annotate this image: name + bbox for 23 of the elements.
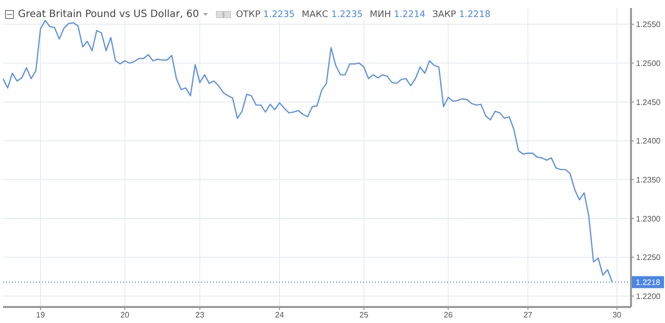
- annotation: ОТКР 1.2235: [236, 10, 295, 20]
- line-series: [3, 20, 613, 283]
- x-tick-label: 23: [195, 310, 205, 320]
- x-tick-label: 20: [120, 310, 130, 320]
- x-tick-label: 27: [523, 310, 533, 320]
- y-tick-label: 1.2350: [636, 175, 662, 184]
- annotation: МИН 1.2214: [370, 10, 426, 20]
- y-tick-label: 1.2200: [636, 292, 662, 301]
- y-tick-label: 1.2500: [636, 58, 662, 68]
- y-tick-label: 1.2300: [636, 214, 662, 224]
- x-tick-label: 24: [275, 310, 285, 320]
- x-tick-label: 26: [444, 310, 454, 320]
- x-tick-label: 30: [612, 310, 622, 320]
- y-tick-label: 1.2250: [636, 253, 662, 262]
- ref-line-label: 1.2218: [636, 278, 661, 288]
- annotation: ЗАКР 1.2218: [432, 10, 490, 20]
- y-tick-label: 1.2550: [636, 20, 662, 30]
- chart-title: Great Britain Pound vs US Dollar, 60: [18, 9, 199, 20]
- x-tick-label: 19: [36, 310, 46, 320]
- x-tick-label: 25: [359, 310, 369, 320]
- annotation: МАКС 1.2235: [302, 10, 363, 20]
- y-tick-label: 1.2400: [636, 136, 662, 146]
- y-tick-label: 1.2450: [636, 98, 662, 107]
